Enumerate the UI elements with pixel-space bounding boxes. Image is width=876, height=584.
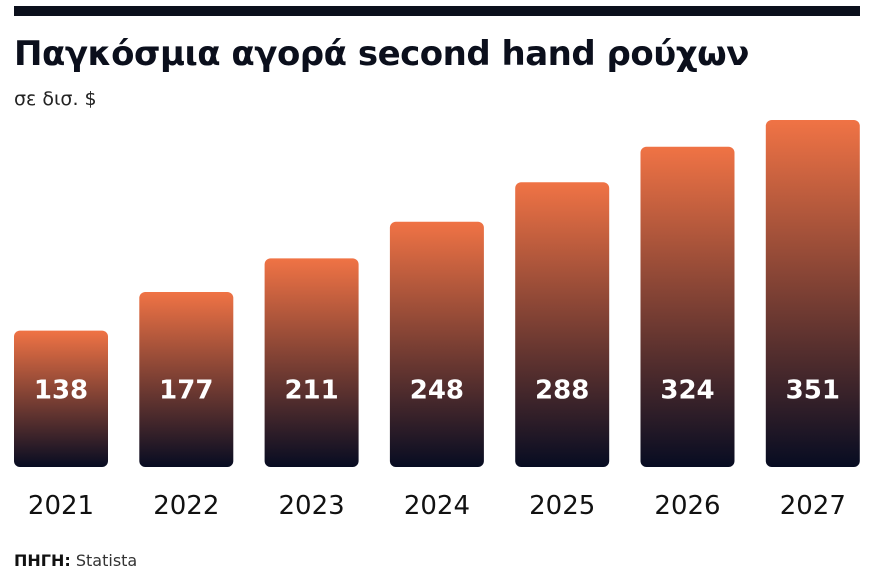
chart-subtitle: σε δισ. $ [14, 88, 97, 110]
x-tick-2025: 2025 [529, 491, 595, 521]
source-value: Statista [75, 551, 138, 570]
data-label-2021: 138 [34, 376, 88, 406]
chart-title: Παγκόσμια αγορά second hand ρούχων [14, 34, 749, 74]
bars-layer [14, 120, 860, 468]
data-label-2024: 248 [410, 376, 464, 406]
data-label-2027: 351 [786, 376, 840, 406]
x-tick-2027: 2027 [780, 491, 846, 521]
bar-2026 [640, 146, 735, 467]
data-label-2026: 324 [660, 376, 714, 406]
data-label-2023: 211 [284, 376, 338, 406]
x-axis-ticks-layer: 2021 2022 2023 2024 2025 2026 2027 [28, 491, 846, 521]
bar-2024 [389, 221, 484, 467]
bar-chart: 138 177 211 248 288 324 351 2021 2022 2023 2024 20… [14, 120, 860, 521]
bar-2021 [14, 330, 108, 467]
x-tick-2023: 2023 [279, 491, 345, 521]
x-tick-2024: 2024 [404, 491, 470, 521]
bar-2023 [264, 258, 359, 467]
x-tick-2021: 2021 [28, 491, 94, 521]
x-tick-2022: 2022 [153, 491, 219, 521]
source-key: ΠΗΓΗ: [14, 551, 71, 570]
data-label-2022: 177 [159, 376, 213, 406]
x-tick-2026: 2026 [654, 491, 720, 521]
data-label-2025: 288 [535, 376, 589, 406]
bar-2022 [139, 292, 234, 467]
top-rule [14, 6, 860, 16]
bar-2025 [515, 182, 610, 468]
source-note: ΠΗΓΗ: Statista [14, 551, 137, 570]
data-labels-layer: 138 177 211 248 288 324 351 [34, 376, 840, 406]
bar-2027 [765, 120, 860, 467]
